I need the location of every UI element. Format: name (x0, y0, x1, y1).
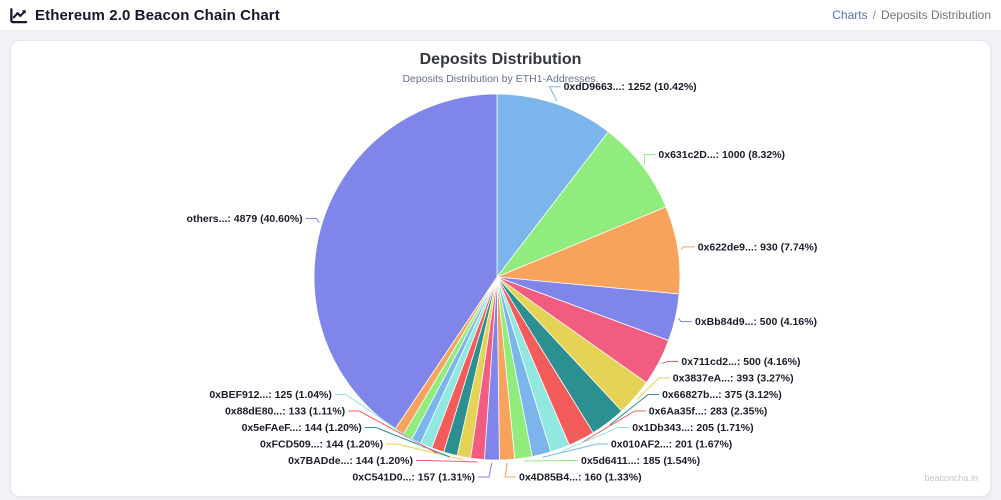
slice-label-0x711cd2: 0x711cd2...: 500 (4.16%) (681, 356, 800, 368)
label-connector (305, 218, 320, 224)
slice-label-0x622de9: 0x622de9...: 930 (7.74%) (698, 241, 818, 253)
chart-subtitle: Deposits Distribution by ETH1-Addresses. (402, 73, 599, 85)
chart-line-icon (9, 6, 28, 25)
app-header: Ethereum 2.0 Beacon Chain Chart Charts /… (0, 0, 1001, 31)
label-connector (504, 462, 516, 478)
slice-label-0x6Aa35f: 0x6Aa35f...: 283 (2.35%) (649, 406, 767, 418)
slice-label-0xBb84d9: 0xBb84d9...: 500 (4.16%) (695, 316, 817, 328)
label-connector (386, 443, 464, 461)
watermark: beaconcha.in (924, 473, 978, 483)
slice-label-0x631c2D: 0x631c2D...: 1000 (8.32%) (658, 149, 785, 161)
slice-label-0x66827b: 0x66827b...: 375 (3.12%) (662, 389, 782, 401)
page-title: Ethereum 2.0 Beacon Chain Chart (35, 6, 280, 24)
slice-label-others: others...: 4879 (40.60%) (187, 213, 303, 225)
slice-label-0xC541D0: 0xC541D0...: 157 (1.31%) (352, 472, 475, 484)
slice-label-0x3837eA: 0x3837eA...: 393 (3.27%) (673, 373, 794, 385)
pie-slice-others[interactable] (313, 93, 498, 430)
label-connector (609, 394, 660, 426)
label-connector (680, 246, 695, 250)
slice-label-0x1Db343: 0x1Db343...: 205 (1.71%) (632, 422, 753, 434)
label-connector (478, 462, 493, 478)
label-connector (561, 427, 630, 453)
label-connector (334, 394, 426, 449)
chart-header: Deposits Distribution Deposits Distribut… (11, 51, 990, 85)
slice-label-0x4D85B4: 0x4D85B4...: 160 (1.33%) (519, 472, 642, 484)
slice-label-0x7BADde: 0x7BADde...: 144 (1.20%) (288, 455, 413, 467)
slice-label-0x010AF2: 0x010AF2...: 201 (1.67%) (611, 439, 732, 451)
label-connector (582, 410, 646, 443)
breadcrumb-charts-link[interactable]: Charts (832, 8, 868, 22)
label-connector (548, 86, 561, 102)
label-connector (678, 317, 692, 323)
pie-slice-0xdD9663[interactable] (496, 93, 609, 279)
label-connector (661, 361, 679, 365)
slice-label-0xBEF912: 0xBEF912...: 125 (1.04%) (209, 389, 332, 401)
pie-slice-0x631c2D[interactable] (495, 131, 667, 278)
breadcrumb-separator: / (872, 8, 876, 22)
label-connector (416, 460, 478, 463)
breadcrumb: Charts / Deposits Distribution (832, 0, 991, 30)
slice-label-0xdD9663: 0xdD9663...: 1252 (10.42%) (564, 81, 697, 93)
slice-label-0xFCD509: 0xFCD509...: 144 (1.20%) (260, 439, 383, 451)
slice-label-0x5eFAeF: 0x5eFAeF...: 144 (1.20%) (242, 422, 362, 434)
chart-title: Deposits Distribution (419, 51, 582, 68)
label-connector (523, 460, 578, 462)
label-connector (542, 443, 608, 458)
slice-label-0x5d6411: 0x5d6411...: 185 (1.54%) (581, 455, 700, 467)
label-connector (636, 377, 670, 400)
slice-label-0x88dE80: 0x88dE80...: 133 (1.11%) (225, 406, 345, 418)
label-connector (643, 154, 656, 164)
breadcrumb-current: Deposits Distribution (880, 8, 991, 22)
